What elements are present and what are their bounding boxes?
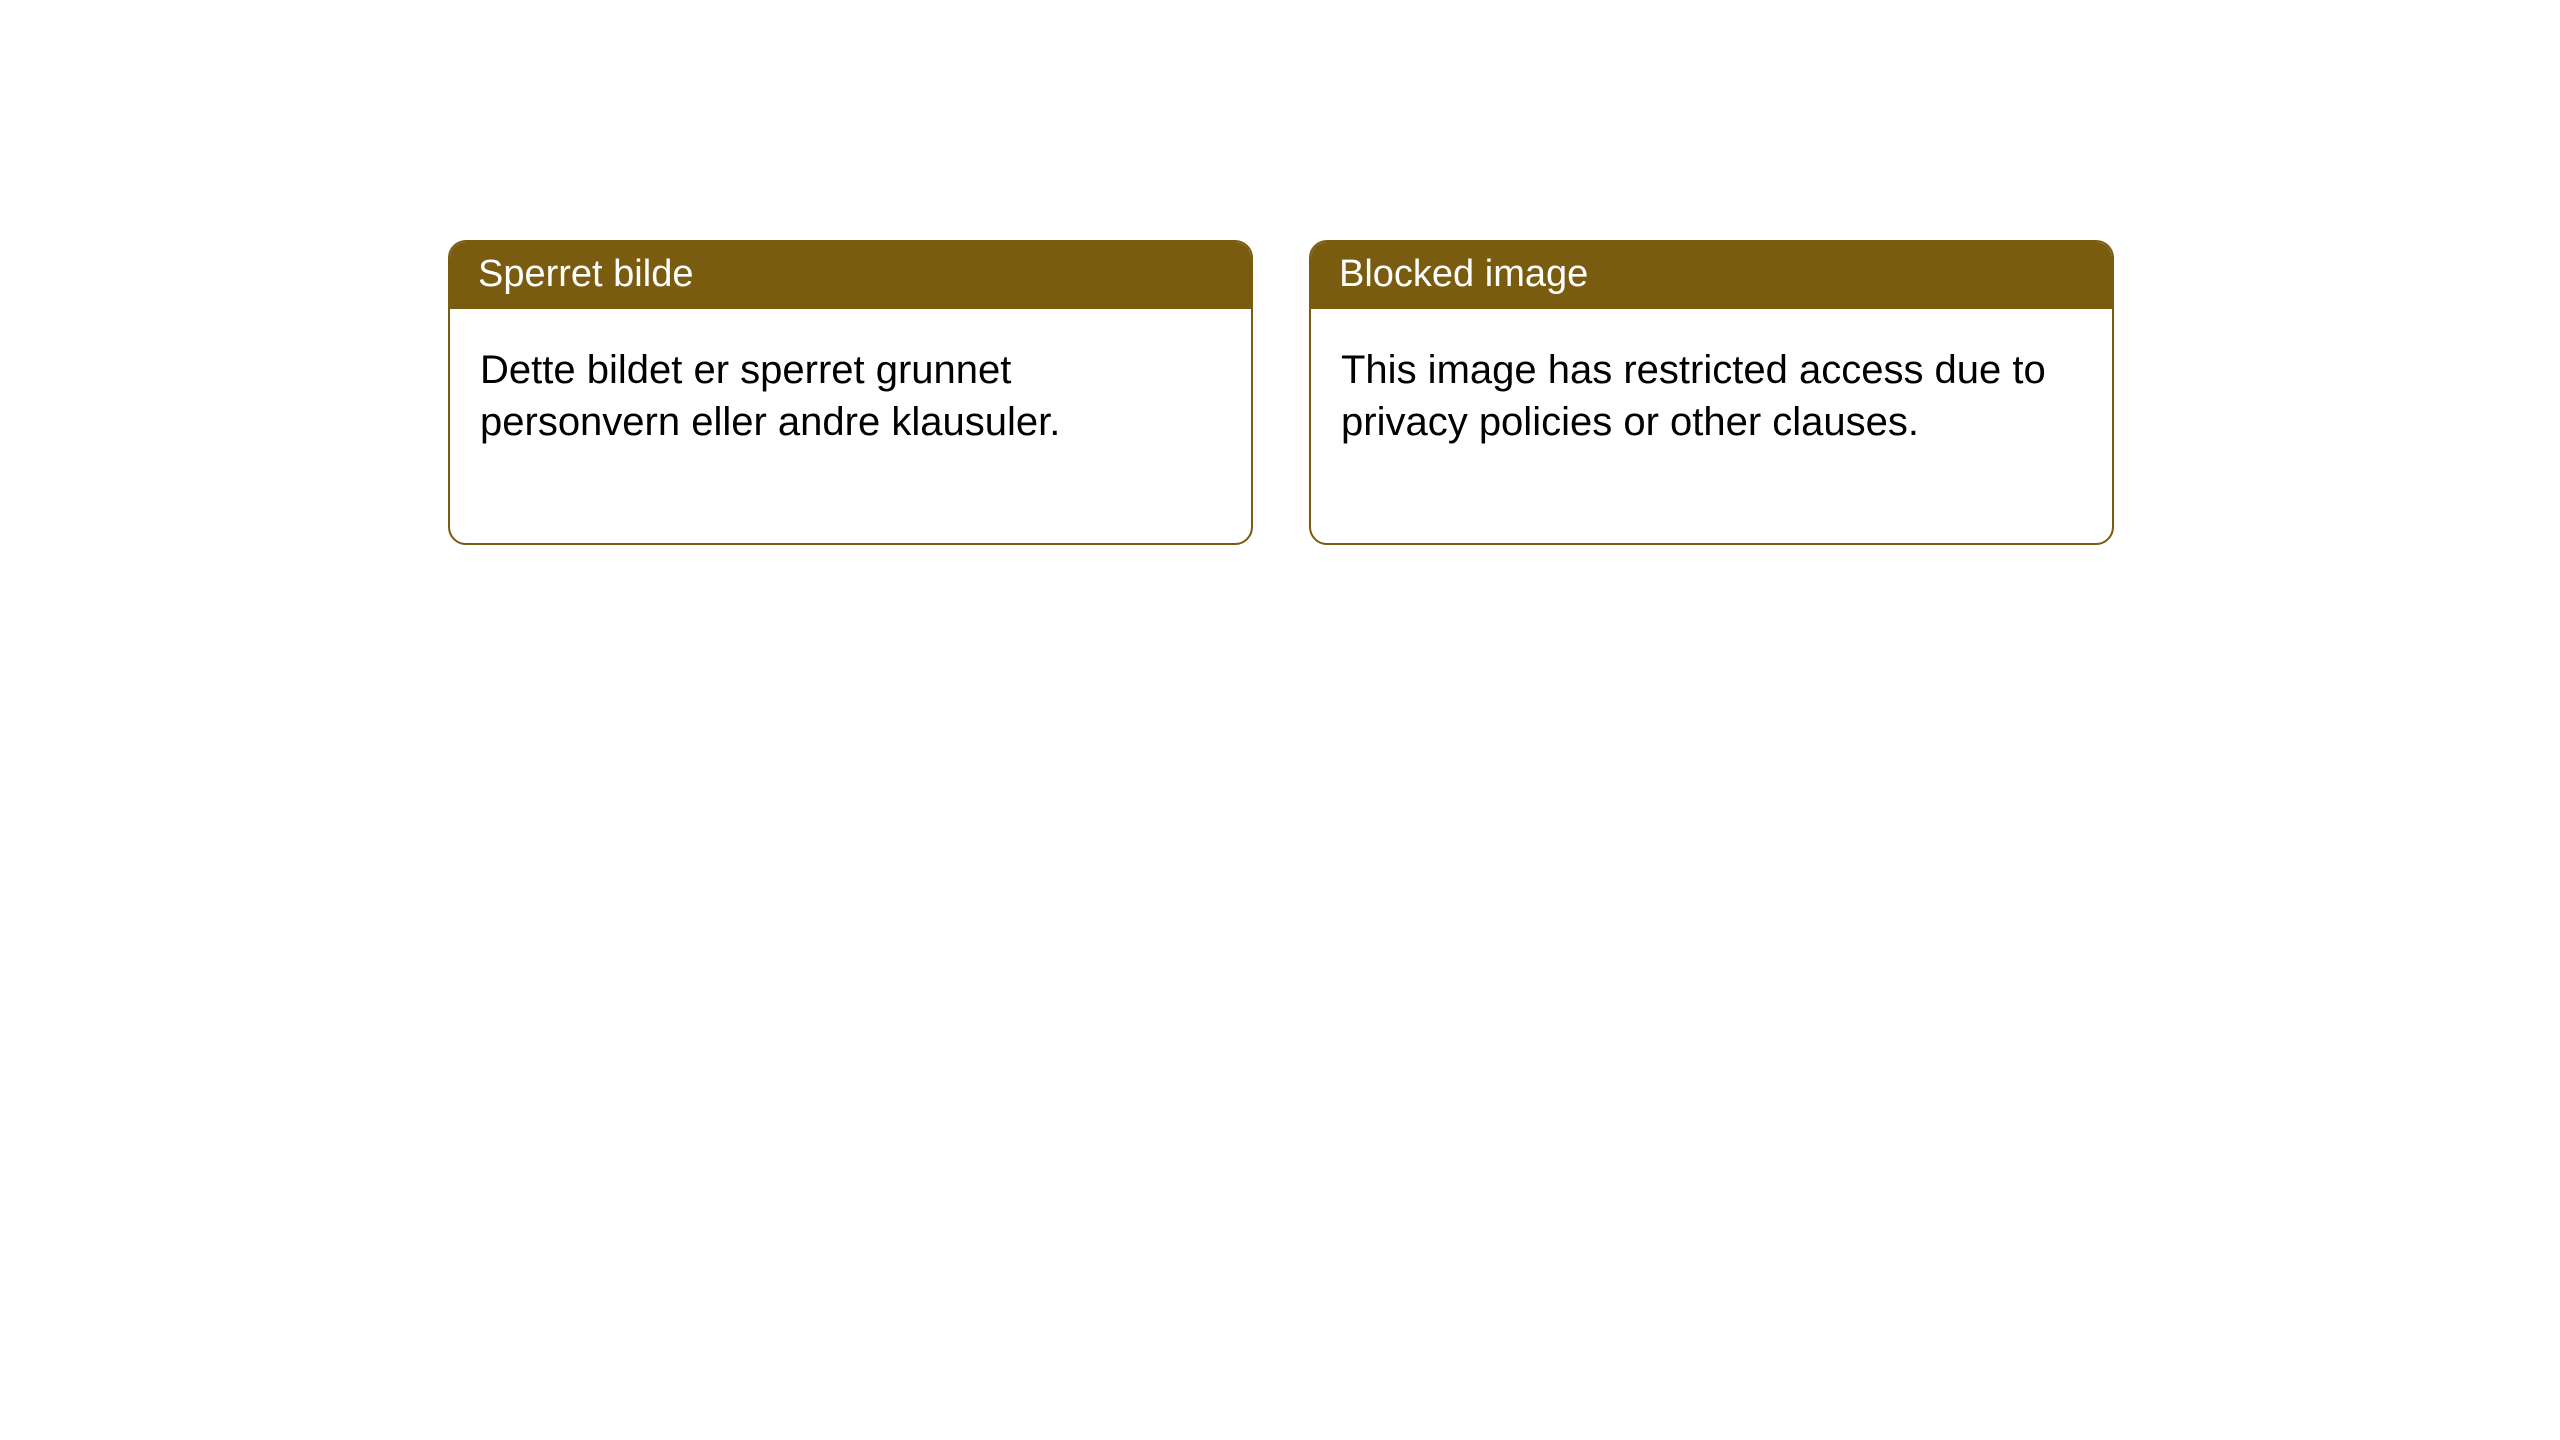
notice-header: Sperret bilde — [450, 242, 1251, 309]
notice-card-norwegian: Sperret bilde Dette bildet er sperret gr… — [448, 240, 1253, 545]
notice-card-english: Blocked image This image has restricted … — [1309, 240, 2114, 545]
notice-body: This image has restricted access due to … — [1311, 309, 2112, 543]
notice-container: Sperret bilde Dette bildet er sperret gr… — [0, 0, 2560, 545]
notice-body: Dette bildet er sperret grunnet personve… — [450, 309, 1251, 543]
notice-header: Blocked image — [1311, 242, 2112, 309]
